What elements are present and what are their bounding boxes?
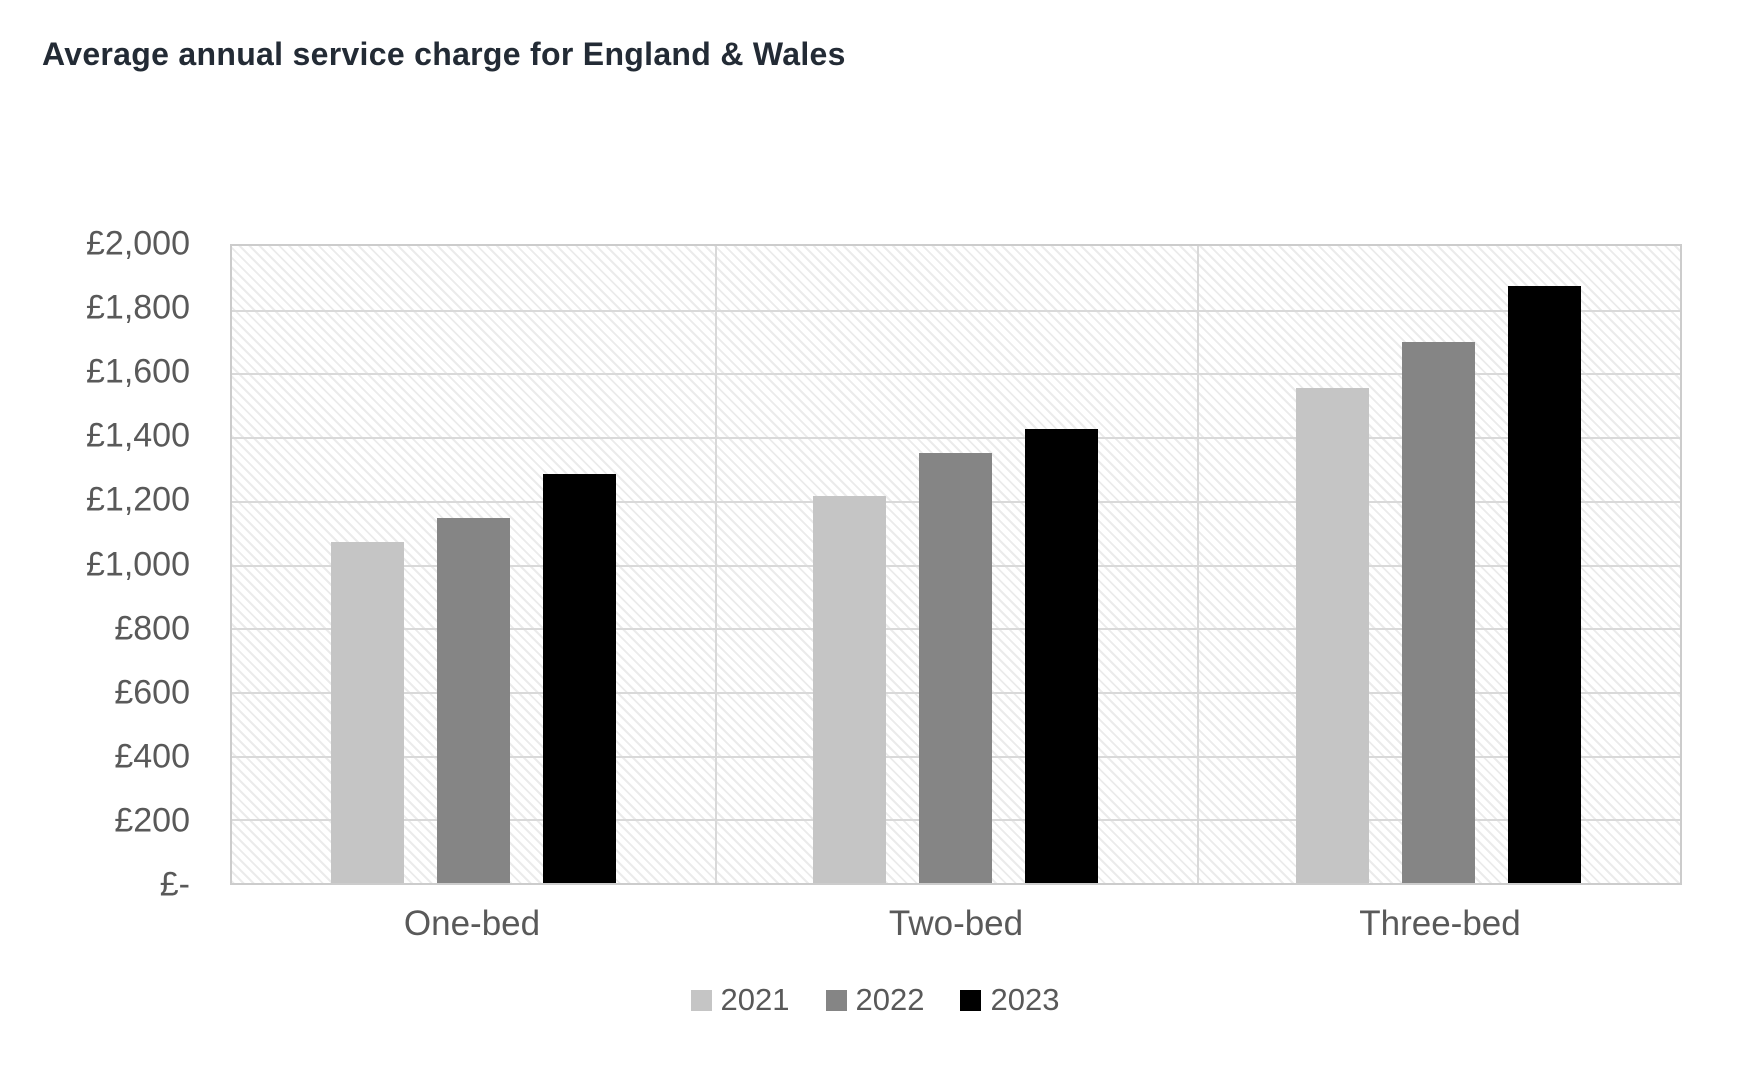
x-axis: One-bed Two-bed Three-bed <box>230 904 1682 944</box>
category-label-three-bed: Three-bed <box>1359 904 1521 943</box>
gridline-horizontal <box>232 309 1680 312</box>
category-label-two-bed: Two-bed <box>888 904 1024 943</box>
y-tick-label: £2,000 <box>86 224 190 263</box>
bar-2021-three-bed <box>1296 387 1370 883</box>
legend-item-2022: 2022 <box>825 982 925 1018</box>
y-tick-label: £600 <box>114 673 190 712</box>
legend: 2021 2022 2023 <box>0 982 1750 1018</box>
legend-label-2023: 2023 <box>990 982 1060 1017</box>
bar-2023-one-bed <box>542 473 616 883</box>
y-tick-label: £1,400 <box>86 416 190 455</box>
y-tick-label: £400 <box>114 737 190 776</box>
y-tick-label: £1,600 <box>86 352 190 391</box>
gridline-vertical <box>714 246 717 883</box>
bar-2021-two-bed <box>813 496 887 883</box>
gridline-horizontal <box>232 373 1680 376</box>
y-tick-label: £1,200 <box>86 480 190 519</box>
legend-swatch-2023 <box>960 989 982 1011</box>
bar-2023-two-bed <box>1025 429 1099 883</box>
legend-item-2023: 2023 <box>960 982 1059 1018</box>
legend-label-2022: 2022 <box>855 982 925 1017</box>
bar-group-two-bed <box>715 246 1198 883</box>
chart-title: Average annual service charge for Englan… <box>42 36 846 72</box>
y-tick-label: £1,800 <box>86 288 190 327</box>
y-axis: £- £200 £400 £600 £800 £1,000 £1,200 £1,400 £1,6… <box>0 0 190 1070</box>
bar-2022-one-bed <box>436 518 510 883</box>
bar-2022-three-bed <box>1402 341 1476 883</box>
category-label-one-bed: One-bed <box>403 904 541 943</box>
legend-item-2021: 2021 <box>690 982 790 1018</box>
bar-2022-two-bed <box>919 453 993 883</box>
gridline-vertical <box>1197 246 1200 883</box>
legend-label-2021: 2021 <box>720 982 790 1017</box>
y-tick-label: £- <box>159 865 190 904</box>
legend-swatch-2021 <box>690 989 712 1011</box>
plot-area <box>230 244 1682 885</box>
y-tick-label: £800 <box>114 609 190 648</box>
y-tick-label: £1,000 <box>86 545 190 583</box>
legend-swatch-2022 <box>825 989 847 1011</box>
gridline-horizontal <box>232 437 1680 440</box>
bar-2023-three-bed <box>1508 285 1582 883</box>
bar-2021-one-bed <box>330 542 404 883</box>
bar-group-three-bed <box>1197 246 1680 883</box>
y-tick-label: £200 <box>114 801 190 840</box>
bar-group-one-bed <box>232 246 715 883</box>
